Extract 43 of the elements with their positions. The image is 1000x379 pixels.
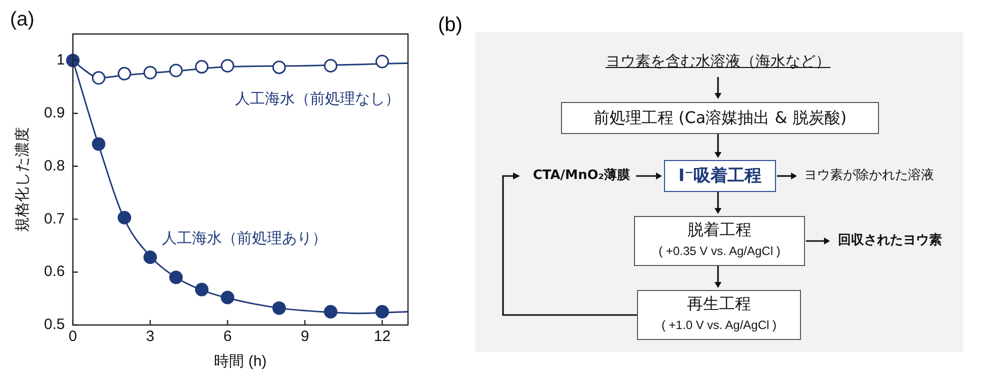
point — [220, 290, 234, 304]
y-tick-label: 1 — [56, 52, 65, 69]
point — [220, 58, 234, 72]
x-tick-label: 3 — [146, 328, 154, 346]
point — [169, 64, 183, 78]
chart-title: (a) — [10, 8, 34, 31]
point — [92, 137, 106, 151]
point — [324, 305, 338, 319]
y-tick-label: 0.7 — [44, 210, 65, 228]
series-label: 人工海水（前処理あり） — [162, 229, 328, 248]
x-tick-label: 0 — [68, 328, 78, 346]
point — [118, 66, 132, 80]
process-box: 脱着工程 ( +0.35 V vs. Ag/AgCl ) — [634, 216, 805, 266]
y-tick-label: 0.6 — [44, 263, 65, 280]
x-axis-title: 時間 (h) — [214, 353, 267, 370]
text: 回収されたヨウ素 — [838, 233, 942, 248]
point — [375, 305, 389, 319]
point — [272, 60, 286, 74]
point — [195, 282, 209, 296]
text: (b) — [438, 14, 462, 37]
point — [92, 71, 106, 85]
y-tick-label: 0.5 — [44, 316, 65, 334]
point — [169, 270, 183, 284]
point — [143, 250, 157, 264]
text: ヨウ素を含む水溶液（海水など） — [604, 52, 832, 70]
text: CTA/MnO₂薄膜 — [532, 168, 630, 183]
y-tick-label: 0.8 — [44, 157, 65, 174]
process-box: I⁻吸着工程 — [664, 160, 776, 192]
series-label: 人工海水（前処理なし） — [235, 89, 400, 108]
point — [324, 58, 338, 72]
text: ヨウ素が除かれた溶液 — [804, 168, 934, 183]
x-tick-label: 9 — [300, 328, 310, 346]
point — [195, 60, 209, 74]
process-box: 再生工程 ( +1.0 V vs. Ag/AgCl ) — [637, 290, 801, 340]
process-box: 前処理工程 (Ca溶媒抽出 & 脱炭酸) — [561, 102, 879, 134]
y-tick-label: 0.9 — [44, 104, 65, 122]
y-axis-title: 規格化した濃度 — [14, 127, 32, 232]
point — [375, 54, 389, 68]
point — [143, 66, 157, 80]
x-tick-label: 12 — [374, 328, 391, 346]
point — [272, 301, 286, 315]
x-tick-label: 6 — [223, 328, 232, 346]
point — [118, 210, 132, 224]
